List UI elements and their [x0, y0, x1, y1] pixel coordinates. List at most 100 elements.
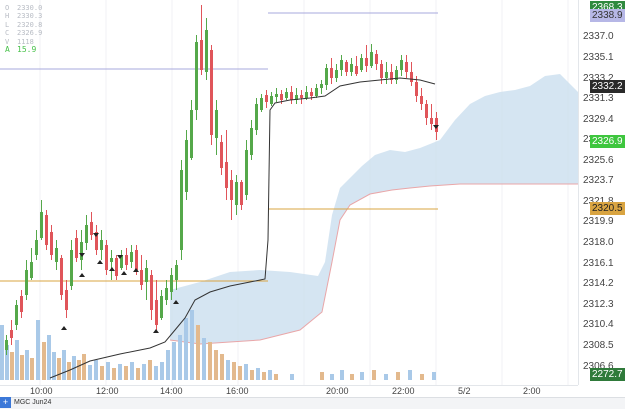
- volume-bar: [184, 318, 188, 380]
- price-tick-label: 2333.2: [583, 73, 614, 84]
- signal-arrow-icon: [109, 267, 115, 271]
- ohlc-row-high: H 2330.3: [5, 12, 43, 21]
- price-axis[interactable]: [578, 0, 625, 385]
- volume-bar: [214, 350, 218, 380]
- time-tick-label: 16:00: [226, 386, 249, 396]
- time-tick-label: 2:00: [523, 386, 541, 396]
- candle-body: [180, 170, 183, 250]
- candle-body: [250, 128, 253, 155]
- candle-body: [5, 340, 8, 350]
- volume-bar: [160, 362, 164, 380]
- signal-arrow-icon: [121, 271, 127, 275]
- candle-body: [105, 245, 108, 270]
- candle-body: [125, 255, 128, 265]
- volume-bar: [330, 374, 334, 380]
- candle-body: [60, 258, 63, 295]
- volume-bar: [118, 364, 122, 380]
- volume-bar: [52, 352, 56, 380]
- volume-bar: [36, 320, 40, 380]
- ohlc-row-close: C 2326.9: [5, 29, 43, 38]
- candle-body: [380, 64, 383, 78]
- candle-body: [65, 290, 68, 310]
- price-tick-label: 2331.3: [583, 93, 614, 104]
- volume-bar: [274, 374, 278, 380]
- volume-bar: [0, 325, 4, 380]
- volume-bar: [196, 325, 200, 380]
- candle-body: [280, 94, 283, 100]
- signal-arrow-icon: [433, 125, 439, 129]
- volume-bar: [5, 345, 9, 380]
- volume-bar: [62, 350, 66, 380]
- volume-bar: [340, 370, 344, 380]
- price-tick-label: 2306.6: [583, 361, 614, 372]
- price-tick-label: 2310.4: [583, 319, 614, 330]
- candle-body: [285, 92, 288, 98]
- candle-body: [370, 52, 373, 66]
- time-axis[interactable]: [0, 385, 578, 398]
- candle-body: [265, 95, 268, 102]
- price-tick-label: 2323.7: [583, 175, 614, 186]
- price-tick-label: 2316.1: [583, 258, 614, 269]
- price-chart[interactable]: [0, 0, 578, 385]
- signal-arrow-icon: [79, 273, 85, 277]
- volume-bar: [268, 370, 272, 380]
- candle-body: [135, 250, 138, 270]
- candle-body: [330, 68, 333, 78]
- candle-body: [70, 250, 73, 286]
- volume-bar: [15, 340, 19, 380]
- candle-body: [200, 40, 203, 70]
- candle-body: [415, 82, 418, 96]
- ichimoku-cloud: [170, 74, 578, 344]
- candle-body: [140, 270, 143, 285]
- candle-body: [335, 70, 338, 78]
- plus-icon[interactable]: +: [0, 397, 11, 408]
- candle-body: [240, 182, 243, 205]
- candle-body: [90, 222, 93, 235]
- volume-bar: [244, 364, 248, 380]
- time-tick-label: 22:00: [392, 386, 415, 396]
- candle-body: [55, 248, 58, 262]
- candle-body: [260, 98, 263, 110]
- candle-body: [310, 92, 313, 96]
- candle-body: [420, 96, 423, 104]
- candle-body: [230, 180, 233, 200]
- price-badge: 2320.5: [590, 202, 625, 215]
- candle-body: [295, 95, 298, 100]
- candle-body: [305, 92, 308, 98]
- candle-body: [145, 268, 148, 282]
- footer-tab-label: MGC Jun24: [14, 399, 52, 406]
- volume-bar: [112, 368, 116, 380]
- candle-body: [85, 225, 88, 243]
- signal-arrow-icon: [117, 255, 123, 259]
- signal-arrow-icon: [133, 268, 139, 272]
- candle-body: [25, 270, 28, 295]
- volume-bar: [57, 358, 61, 380]
- candle-body: [175, 265, 178, 280]
- price-tick-label: 2325.6: [583, 155, 614, 166]
- signal-arrow-icon: [61, 326, 67, 330]
- candle-body: [345, 62, 348, 72]
- ohlc-row-volume: V 1118: [5, 37, 34, 46]
- volume-bar: [432, 372, 436, 380]
- volume-bar: [94, 360, 98, 380]
- candle-body: [120, 255, 123, 268]
- candle-body: [235, 182, 238, 205]
- candle-body: [15, 305, 18, 325]
- candle-body: [150, 275, 153, 310]
- signal-arrow-icon: [173, 300, 179, 304]
- volume-bar: [420, 374, 424, 380]
- candle-body: [190, 110, 193, 158]
- price-tick-label: 2312.3: [583, 299, 614, 310]
- price-tick-label: 2337.0: [583, 31, 614, 42]
- candle-body: [290, 92, 293, 100]
- volume-bar: [202, 338, 206, 380]
- footer-tab[interactable]: + MGC Jun24: [0, 397, 51, 408]
- price-tick-label: 2321.8: [583, 196, 614, 207]
- candle-body: [100, 240, 103, 250]
- volume-bar: [350, 374, 354, 380]
- price-badge: 2338.9: [590, 9, 625, 22]
- volume-bar: [77, 360, 81, 380]
- signal-arrow-icon: [97, 260, 103, 264]
- candle-body: [300, 95, 303, 98]
